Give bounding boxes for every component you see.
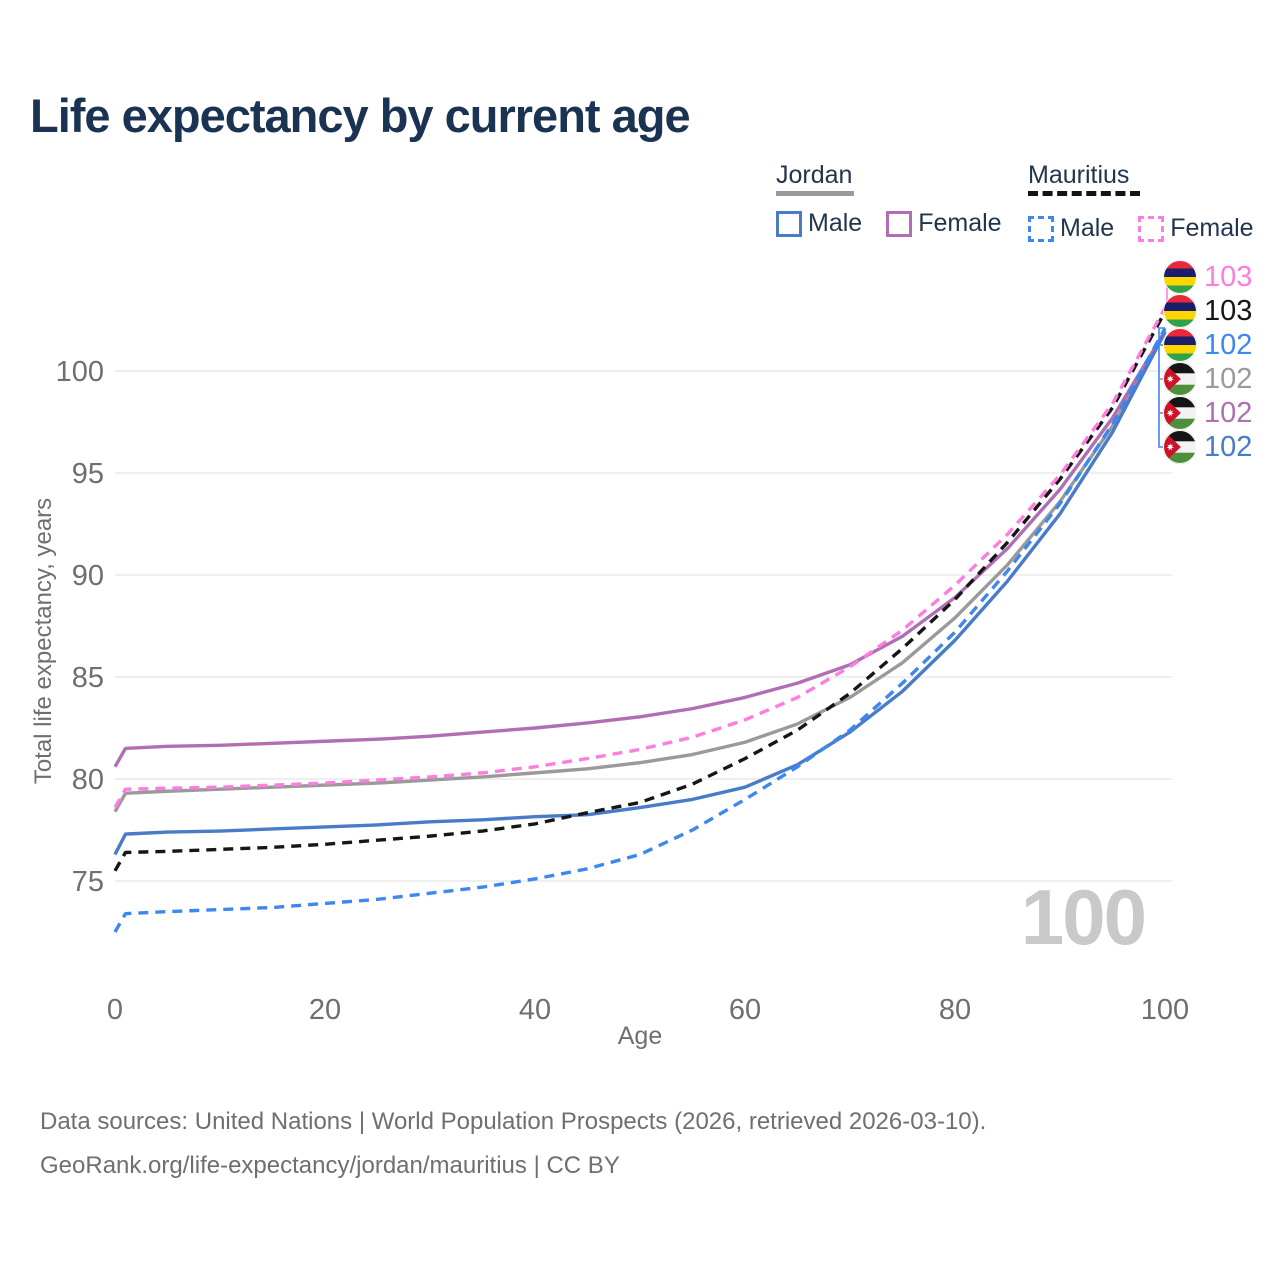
series-line-mauritius-both-sexes[interactable] [113, 311, 1167, 872]
legend-group-mauritius: Mauritius Male Female [1028, 162, 1254, 243]
legend-country-mauritius-label[interactable]: Mauritius [1028, 161, 1130, 189]
mauritius-male-swatch[interactable] [1028, 215, 1054, 242]
end-label-jordan-4[interactable]: 102 [1163, 396, 1252, 430]
series-line-mauritius-female[interactable] [113, 306, 1167, 809]
y-tick-85: 85 [72, 662, 104, 694]
x-axis-title: Age [617, 1022, 663, 1050]
x-tick-0: 0 [107, 994, 123, 1026]
end-label-value: 102 [1204, 396, 1253, 429]
legend-jordan-male-label[interactable]: Male [808, 209, 863, 237]
end-label-value: 102 [1204, 430, 1253, 463]
footer: Data sources: United Nations | World Pop… [40, 1108, 986, 1196]
legend-jordan-female-label[interactable]: Female [918, 209, 1002, 237]
series-lines[interactable] [113, 306, 1167, 933]
end-label-value: 102 [1204, 362, 1253, 395]
end-label-mauritius-0[interactable]: 103 [1163, 260, 1252, 294]
end-label-jordan-3[interactable]: 102 [1163, 362, 1252, 396]
end-label-value: 103 [1204, 294, 1253, 327]
x-tick-40: 40 [519, 994, 551, 1026]
footer-data-sources: Data sources: United Nations | World Pop… [40, 1108, 987, 1135]
end-label-jordan-5[interactable]: 102 [1163, 430, 1252, 464]
hover-age-watermark: 100 [1020, 873, 1147, 961]
jordan-flag-icon [1163, 362, 1197, 396]
x-tick-100: 100 [1141, 994, 1189, 1026]
mauritius-flag-icon [1163, 328, 1197, 362]
gridlines [115, 370, 1172, 882]
x-tick-80: 80 [939, 994, 971, 1026]
x-tick-60: 60 [729, 994, 761, 1026]
y-tick-100: 100 [56, 356, 104, 388]
jordan-solid-line-swatch [776, 191, 854, 196]
legend-country-jordan-label[interactable]: Jordan [776, 161, 853, 189]
footer-attribution-link[interactable]: GeoRank.org/life-expectancy/jordan/mauri… [40, 1152, 620, 1179]
y-tick-80: 80 [72, 764, 104, 796]
page-title: Life expectancy by current age [30, 89, 691, 142]
end-label-value: 103 [1204, 260, 1253, 293]
jordan-flag-icon [1163, 396, 1197, 430]
jordan-female-swatch[interactable] [886, 210, 913, 237]
y-tick-75: 75 [72, 866, 104, 898]
mauritius-dashed-line-swatch [1028, 191, 1140, 201]
end-label-mauritius-1[interactable]: 103 [1163, 294, 1252, 328]
x-tick-20: 20 [309, 994, 341, 1026]
jordan-male-swatch[interactable] [776, 210, 802, 237]
y-tick-95: 95 [72, 458, 104, 490]
legend-group-jordan: Jordan Male Female [776, 162, 1002, 238]
legend-mauritius-male-label[interactable]: Male [1060, 214, 1115, 242]
jordan-flag-icon [1163, 430, 1197, 464]
end-label-value: 102 [1204, 328, 1253, 361]
series-line-jordan-female[interactable] [113, 330, 1167, 768]
axis-tick-labels: 75 80 85 90 95 100 0 20 40 60 80 100 [56, 356, 1190, 1026]
series-line-mauritius-male[interactable] [113, 327, 1167, 933]
end-label-mauritius-2[interactable]: 102 [1163, 328, 1252, 362]
mauritius-flag-icon [1163, 260, 1197, 294]
legend-mauritius-female-label[interactable]: Female [1170, 214, 1254, 242]
mauritius-flag-icon [1163, 294, 1197, 328]
series-line-jordan-both-sexes[interactable] [113, 329, 1167, 813]
y-tick-90: 90 [72, 560, 104, 592]
mauritius-female-swatch[interactable] [1138, 215, 1165, 242]
series-line-jordan-male[interactable] [113, 331, 1167, 856]
